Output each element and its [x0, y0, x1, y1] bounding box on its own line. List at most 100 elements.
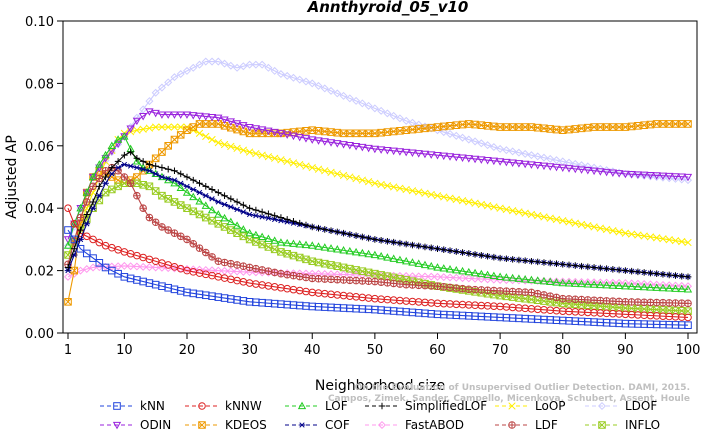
data-point-marker: [665, 172, 674, 181]
data-point-marker: [157, 263, 166, 272]
data-point-marker: [258, 266, 266, 274]
data-point-marker: [296, 160, 304, 169]
legend-item-lof: LOF: [285, 399, 348, 413]
data-point-marker: [539, 153, 548, 162]
data-point-marker: [558, 278, 567, 287]
data-point-marker: [295, 272, 304, 281]
data-point-marker: [145, 182, 154, 191]
data-point-marker: [420, 272, 429, 281]
data-point-marker: [633, 282, 643, 290]
data-point-marker: [264, 127, 273, 136]
data-point-marker: [433, 282, 442, 290]
data-point-marker: [496, 275, 505, 284]
data-point-marker: [239, 62, 248, 71]
data-point-marker: [440, 193, 448, 201]
data-point-marker: [583, 123, 592, 132]
data-point-marker: [320, 84, 329, 93]
data-point-marker: [202, 183, 210, 190]
data-point-marker: [257, 126, 267, 134]
data-point-marker: [458, 197, 467, 205]
data-point-marker: [433, 263, 442, 271]
data-point-marker: [327, 227, 335, 234]
data-point-marker: [495, 272, 505, 280]
data-point-marker: [201, 57, 210, 66]
data-point-marker: [290, 218, 297, 225]
data-point-marker: [214, 114, 223, 123]
data-point-marker: [239, 146, 248, 154]
data-point-marker: [503, 255, 510, 263]
data-point-marker: [177, 123, 185, 131]
data-point-marker: [202, 193, 210, 199]
data-point-marker: [683, 173, 693, 182]
data-point-marker: [189, 176, 197, 184]
data-point-marker: [390, 238, 397, 246]
data-point-marker: [289, 251, 298, 260]
data-point-marker: [377, 278, 385, 286]
data-point-marker: [614, 170, 624, 178]
data-point-marker: [198, 402, 206, 410]
data-point-marker: [446, 122, 454, 130]
legend-item-ldof: LDOF: [585, 399, 657, 413]
data-point-marker: [252, 213, 260, 219]
data-point-marker: [214, 210, 223, 218]
data-point-marker: [77, 236, 84, 243]
legend-item-simplifiedlof: SimplifiedLOF: [365, 399, 487, 413]
data-point-marker: [684, 321, 692, 329]
data-point-marker: [63, 241, 73, 249]
data-point-marker: [302, 162, 310, 170]
data-point-marker: [634, 298, 642, 306]
data-point-marker: [170, 111, 179, 119]
data-point-marker: [76, 213, 85, 222]
data-point-marker: [201, 213, 210, 222]
data-point-marker: [245, 268, 254, 277]
data-point-marker: [364, 101, 373, 110]
data-point-marker: [414, 125, 423, 133]
data-point-marker: [571, 165, 580, 174]
data-point-marker: [89, 263, 98, 272]
data-point-marker: [389, 254, 398, 262]
data-point-marker: [233, 144, 241, 152]
data-point-marker: [176, 131, 185, 139]
data-point-marker: [283, 216, 291, 223]
data-point-marker: [151, 88, 160, 97]
data-point-marker: [170, 73, 179, 82]
data-point-marker: [684, 307, 692, 315]
data-point-marker: [615, 228, 623, 236]
data-point-marker: [390, 183, 398, 191]
data-point-marker: [240, 201, 247, 209]
data-point-marker: [195, 244, 204, 252]
legend-label: LOF: [325, 399, 348, 413]
data-point-marker: [264, 267, 273, 275]
data-point-marker: [396, 184, 404, 192]
data-point-marker: [208, 216, 216, 225]
data-point-marker: [383, 128, 392, 136]
data-point-marker: [377, 420, 387, 430]
data-point-marker: [283, 131, 292, 139]
data-point-marker: [321, 167, 329, 175]
data-point-marker: [265, 210, 272, 218]
x-tick-label: 1: [64, 343, 72, 358]
data-point-marker: [164, 78, 173, 87]
data-point-marker: [321, 226, 329, 233]
data-point-marker: [452, 284, 461, 292]
data-point-marker: [540, 213, 548, 221]
legend-item-knnw: kNNW: [185, 399, 262, 413]
data-point-marker: [684, 313, 692, 322]
data-point-marker: [646, 233, 655, 241]
data-point-marker: [170, 198, 179, 206]
data-point-marker: [158, 164, 166, 171]
data-point-marker: [171, 177, 178, 183]
data-point-marker: [376, 251, 386, 260]
data-point-marker: [483, 286, 492, 294]
data-point-marker: [615, 266, 623, 274]
data-point-marker: [133, 154, 141, 162]
data-point-marker: [220, 140, 229, 149]
data-point-marker: [139, 166, 147, 172]
data-point-marker: [320, 138, 329, 146]
data-point-marker: [684, 120, 692, 128]
data-point-marker: [114, 176, 122, 184]
data-point-marker: [296, 219, 304, 227]
data-point-marker: [127, 148, 134, 156]
data-point-marker: [277, 270, 285, 278]
